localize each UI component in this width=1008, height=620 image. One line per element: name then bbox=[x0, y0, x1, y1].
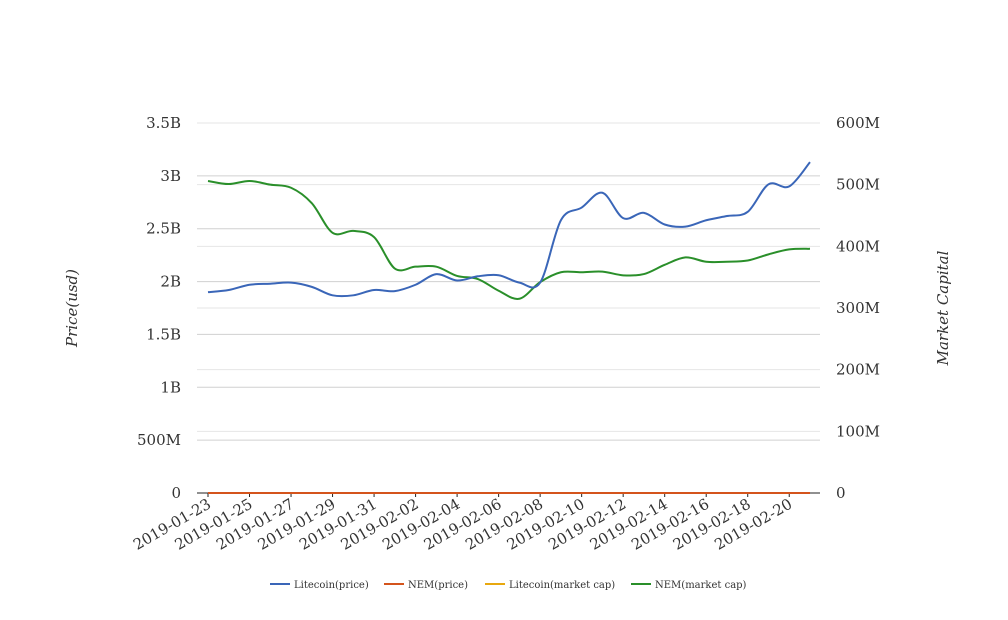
y-tick-left-label: 1.5B bbox=[146, 325, 181, 343]
series-line-litecoin-price bbox=[207, 161, 811, 298]
y-tick-left-label: 2.5B bbox=[146, 220, 181, 238]
y-tick-right-label: 500M bbox=[836, 176, 880, 194]
series-layer bbox=[207, 161, 811, 495]
legend-item-nem-price[interactable]: NEM(price) bbox=[384, 580, 468, 591]
y-tick-left-label: 0 bbox=[171, 484, 181, 502]
y-axis-title-left: Price(usd) bbox=[63, 269, 81, 348]
y-tick-right-label: 200M bbox=[836, 361, 880, 379]
y-tick-left-label: 1B bbox=[160, 378, 181, 396]
legend-label: Litecoin(market cap) bbox=[509, 580, 615, 591]
legend-label: NEM(market cap) bbox=[655, 580, 747, 591]
legend-label: Litecoin(price) bbox=[294, 580, 369, 591]
series-line-nem-market-cap bbox=[207, 179, 811, 300]
axis-layer: 0 500M 1B 1.5B 2B 2.5B 3B 3.5B 0 100M 200M 300M 400M… bbox=[130, 114, 880, 554]
grid-layer bbox=[197, 122, 820, 441]
legend-item-litecoin-price[interactable]: Litecoin(price) bbox=[270, 580, 369, 591]
y-tick-right-label: 100M bbox=[836, 422, 880, 440]
legend-item-nem-market-cap[interactable]: NEM(market cap) bbox=[631, 580, 747, 591]
y-tick-right-label: 600M bbox=[836, 114, 880, 132]
legend-label: NEM(price) bbox=[408, 580, 468, 591]
y-tick-left-label: 3.5B bbox=[146, 114, 181, 132]
y-tick-right-label: 400M bbox=[836, 237, 880, 255]
y-axis-title-right: Market Capital bbox=[934, 250, 952, 366]
y-tick-left-label: 2B bbox=[160, 273, 181, 291]
y-tick-right-label: 0 bbox=[836, 484, 846, 502]
y-tick-right-label: 300M bbox=[836, 299, 880, 317]
y-tick-left-label: 500M bbox=[137, 431, 181, 449]
y-tick-left-label: 3B bbox=[160, 167, 181, 185]
legend: Litecoin(price) NEM(price) Litecoin(market… bbox=[270, 580, 747, 591]
legend-item-litecoin-market-cap[interactable]: Litecoin(market cap) bbox=[485, 580, 615, 591]
